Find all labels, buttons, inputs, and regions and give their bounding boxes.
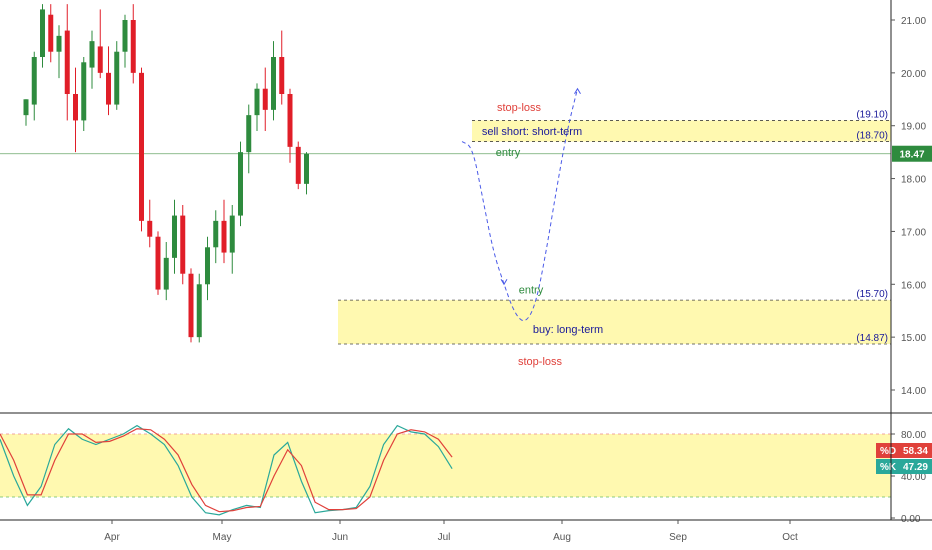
y-tick-label: 21.00 — [901, 16, 926, 27]
candle-body — [139, 72, 144, 221]
y-tick-label: 20.00 — [901, 69, 926, 80]
stoch-tag-value: 47.29 — [903, 462, 928, 473]
candle-body — [56, 35, 62, 52]
last-price-label: 18.47 — [899, 150, 924, 161]
candle-body — [271, 57, 276, 110]
zone-1 — [338, 300, 891, 345]
candle-body — [213, 220, 219, 248]
candle-body — [106, 72, 111, 105]
projected-path — [461, 87, 581, 322]
zone-upper-label: (15.70) — [856, 289, 888, 300]
annotation-stop: stop-loss — [497, 102, 542, 114]
candle-body — [122, 20, 128, 52]
y-tick-label: 14.00 — [901, 386, 926, 397]
y-tick-label: 19.00 — [901, 122, 926, 133]
path-arrowhead — [500, 279, 508, 286]
stoch-tag-k — [876, 459, 932, 474]
last-price-tag — [892, 145, 932, 162]
zone-lower-label: (14.87) — [856, 333, 888, 344]
stoch-tag-label: %D — [880, 446, 896, 457]
annotation-stop: stop-loss — [518, 356, 563, 368]
annotation-entry: entry — [519, 285, 544, 297]
candle-body — [287, 94, 293, 147]
trade-annotations: stop-loss sell short: short-term entry entr… — [482, 102, 603, 368]
projected-path-line — [461, 88, 578, 322]
x-tick-label: Sep — [669, 532, 687, 543]
candle-body — [229, 215, 235, 253]
y-tick-label: 18.00 — [901, 175, 926, 186]
x-tick-label: May — [213, 532, 232, 543]
price-zones: (19.10) (18.70) (15.70) (14.87) — [338, 109, 891, 345]
candle-body — [81, 62, 87, 121]
candlesticks — [23, 4, 309, 343]
candle-body — [246, 115, 252, 153]
candle-body — [196, 284, 202, 338]
candle-body — [279, 57, 285, 94]
candle-body — [97, 46, 103, 73]
candle-body — [23, 99, 29, 116]
osc-tick-label: 80.00 — [901, 430, 926, 441]
candle-body — [130, 20, 136, 73]
y-tick-label: 15.00 — [901, 333, 926, 344]
zone-0 — [472, 120, 891, 142]
candle-body — [155, 236, 161, 290]
x-tick-label: Oct — [782, 532, 798, 543]
candle-body — [238, 152, 243, 216]
candle-body — [295, 146, 301, 184]
x-tick-label: Apr — [104, 532, 120, 543]
candle-body — [73, 94, 78, 121]
osc-tick-label: 40.00 — [901, 472, 926, 483]
annotation-label: sell short: short-term — [482, 126, 582, 138]
stoch-line-d — [0, 428, 453, 513]
candle-body — [48, 14, 54, 52]
candle-body — [180, 215, 186, 274]
stoch-tag-value: 58.34 — [903, 446, 928, 457]
candle-body — [147, 220, 153, 237]
stoch-tag-d — [876, 443, 932, 458]
annotation-entry: entry — [496, 147, 521, 159]
annotation-label: buy: long-term — [533, 324, 603, 336]
candle-body — [64, 30, 70, 95]
candle-body — [205, 247, 210, 285]
zone-upper-label: (19.10) — [856, 109, 888, 120]
zone-lower-label: (18.70) — [856, 131, 888, 142]
candle-body — [31, 57, 37, 105]
x-tick-label: Jun — [332, 532, 348, 543]
x-tick-label: Aug — [553, 532, 571, 543]
candle-body — [262, 88, 268, 110]
candle-body — [304, 153, 309, 184]
x-tick-label: Jul — [438, 532, 451, 543]
y-tick-label: 17.00 — [901, 227, 926, 238]
candle-body — [188, 273, 194, 338]
candle-body — [114, 51, 120, 105]
stoch-band — [0, 434, 891, 497]
candle-body — [221, 220, 227, 253]
candle-body — [40, 9, 45, 57]
candle-body — [163, 257, 169, 290]
stoch-tag-label: %K — [880, 462, 897, 473]
candle-body — [89, 41, 95, 68]
candle-body — [172, 215, 177, 258]
y-tick-label: 16.00 — [901, 280, 926, 291]
candle-body — [254, 88, 260, 116]
path-arrowhead — [574, 87, 581, 94]
